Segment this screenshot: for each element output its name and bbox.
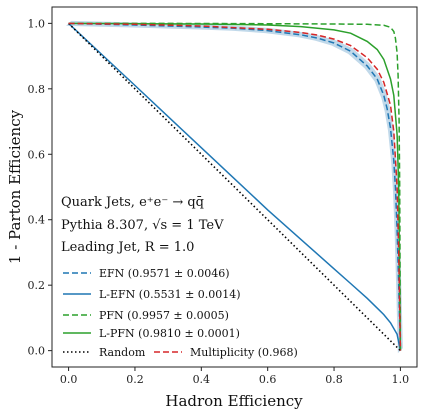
- annotation-process: Quark Jets, e⁺e⁻ → qq̄: [61, 195, 204, 210]
- series-line-4: [68, 22, 401, 352]
- plot-frame: [51, 6, 418, 368]
- x-tick-label: 0.8: [325, 373, 343, 386]
- annotation-generator: Pythia 8.307, √s = 1 TeV: [61, 218, 224, 233]
- y-axis-label: 1 - Parton Efficiency: [6, 109, 24, 264]
- series-line-5: [68, 22, 402, 351]
- series-line-1: [68, 22, 402, 351]
- legend-label: PFN (0.9957 ± 0.0005): [99, 309, 229, 322]
- x-axis-label: Hadron Efficiency: [165, 392, 303, 410]
- series-layer: [66, 20, 403, 354]
- y-tick-label: 0.4: [28, 214, 46, 227]
- legend-label: Multiplicity (0.968): [190, 346, 298, 359]
- x-tick-label: 1.0: [392, 373, 410, 386]
- tick-layer: 0.0 0.2 0.4 0.6 0.8 1.0 0.0 0.2 0.4 0.6 0.8 1.0: [28, 17, 410, 386]
- legend-label: Random: [99, 346, 146, 359]
- legend-label: L-EFN (0.5531 ± 0.0014): [99, 288, 241, 301]
- x-tick-label: 0.4: [193, 373, 211, 386]
- annotation-jet: Leading Jet, R = 1.0: [61, 240, 194, 255]
- legend-label: EFN (0.9571 ± 0.0046): [99, 267, 230, 280]
- x-tick-label: 0.0: [60, 373, 78, 386]
- y-tick-label: 0.8: [28, 83, 46, 96]
- legend-label: L-PFN (0.9810 ± 0.0001): [99, 327, 240, 340]
- y-tick-label: 1.0: [28, 17, 46, 30]
- x-tick-label: 0.2: [126, 373, 144, 386]
- x-tick-label: 0.6: [259, 373, 277, 386]
- legend: EFN (0.9571 ± 0.0046) L-EFN (0.5531 ± 0.0…: [63, 267, 298, 359]
- series-line-3: [68, 22, 402, 351]
- y-tick-label: 0.2: [28, 279, 46, 292]
- y-tick-label: 0.0: [28, 345, 46, 358]
- series-line-2: [68, 22, 402, 351]
- y-tick-label: 0.6: [28, 148, 46, 161]
